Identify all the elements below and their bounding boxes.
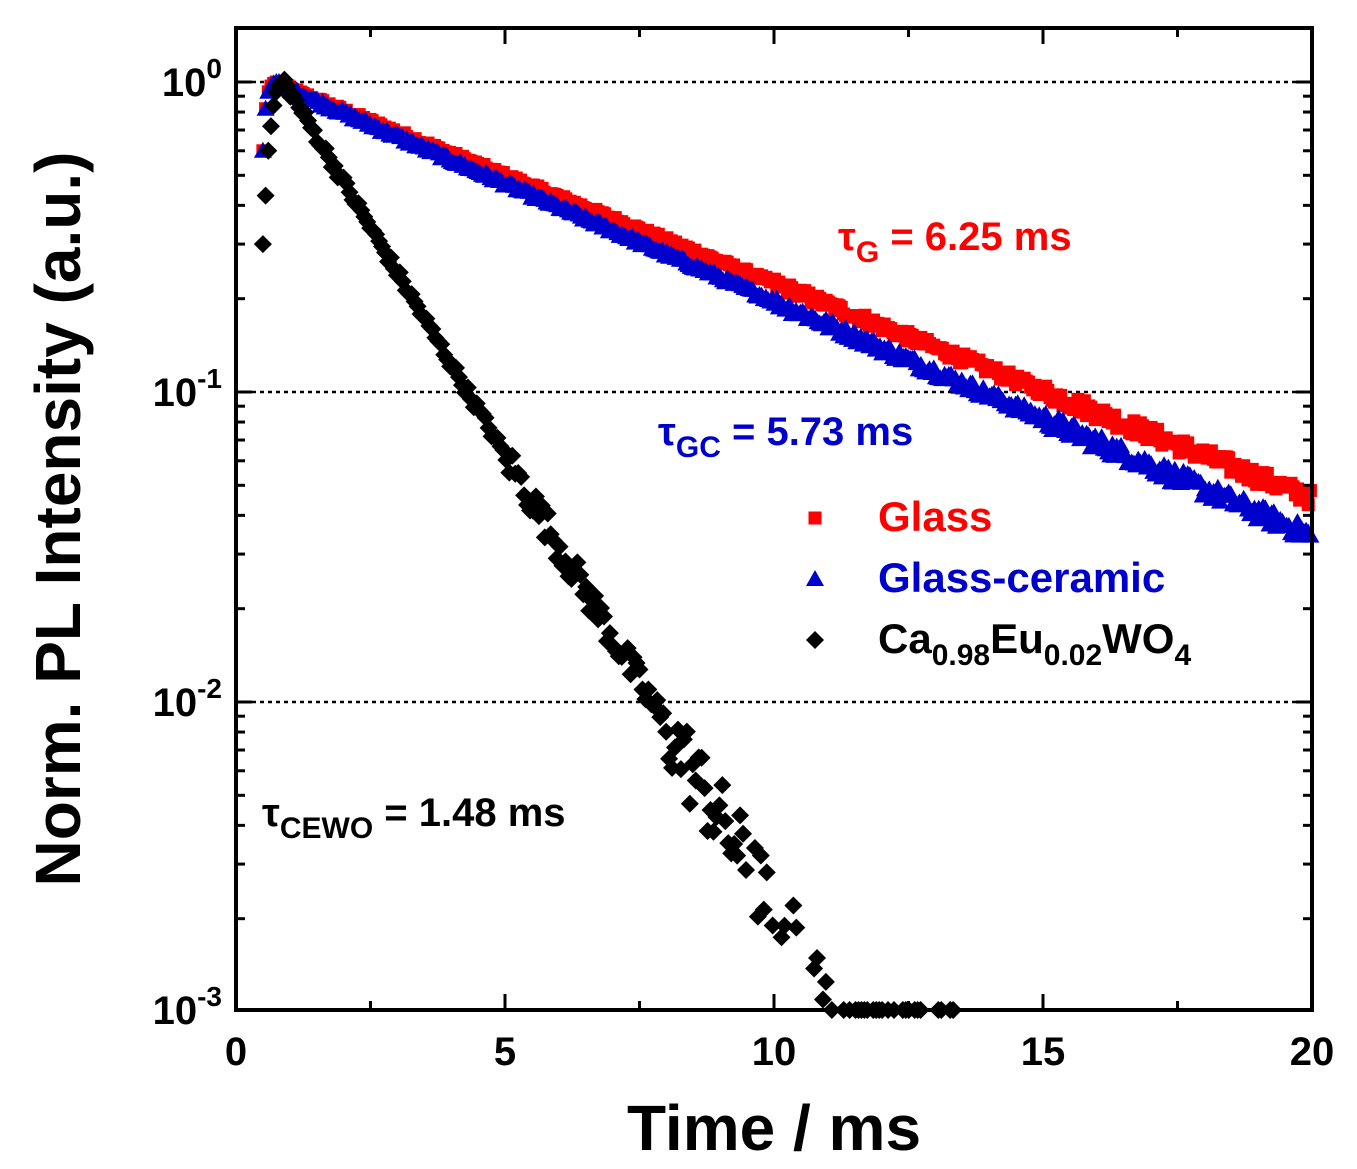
data-point-cewo — [654, 704, 673, 723]
data-point-cewo — [538, 504, 557, 523]
data-point-cewo — [692, 748, 711, 767]
legend: Glass Glass-ceramic Ca0.98Eu0.02WO4 — [806, 493, 1191, 672]
data-point-cewo — [806, 631, 824, 649]
y-tick-label: 10-2 — [153, 673, 222, 725]
data-point-cewo — [713, 776, 732, 795]
plot-frame — [234, 26, 1314, 1012]
data-point-cewo — [710, 796, 729, 815]
legend-label: Glass — [878, 493, 992, 540]
plot-border — [234, 26, 1314, 1012]
data-point-cewo — [763, 916, 782, 935]
annotation-tau-g: τG = 6.25 ms — [838, 215, 1072, 269]
data-point-cewo — [259, 141, 278, 160]
axis-ticks: 0 5 10 15 20 100 10-1 10-2 10-3 — [153, 28, 1335, 1074]
data-point-cewo — [731, 806, 750, 825]
data-point-cewo — [677, 722, 696, 741]
data-point-cewo — [648, 691, 667, 710]
legend-item: Ca0.98Eu0.02WO4 — [806, 615, 1191, 672]
data-point-cewo — [737, 861, 756, 880]
data-point-cewo — [299, 111, 318, 130]
legend-item: Glass-ceramic — [806, 554, 1165, 601]
data-point-cewo — [784, 896, 803, 915]
legend-label: Glass-ceramic — [878, 554, 1165, 601]
data-point-cewo — [512, 467, 531, 486]
data-point-cewo — [775, 916, 794, 935]
data-point-cewo — [639, 680, 658, 699]
data-point-glass-ceramic — [1053, 411, 1072, 428]
annotation-tau-gc: τGC = 5.73 ms — [658, 410, 913, 464]
data-point-glass — [1108, 408, 1122, 422]
data-point-glass — [1260, 466, 1274, 480]
annotation-tau-cewo: τCEWO = 1.48 ms — [262, 791, 566, 845]
data-point-glass-ceramic — [1060, 426, 1079, 443]
data-point-cewo — [253, 235, 272, 254]
y-tick-label: 10-3 — [153, 981, 222, 1033]
legend-item: Glass — [808, 493, 992, 540]
data-point-cewo — [594, 607, 613, 626]
x-tick-label: 15 — [1021, 1030, 1066, 1074]
data-point-cewo — [261, 117, 280, 136]
data-point-cewo — [757, 863, 776, 882]
data-point-cewo — [630, 660, 649, 679]
data-point-cewo — [264, 96, 283, 115]
data-point-cewo — [680, 794, 699, 813]
data-point-cewo — [695, 779, 714, 798]
data-point-cewo — [503, 446, 522, 465]
lifetime-annotations: τG = 6.25 ms τGC = 5.73 ms τCEWO = 1.48 ms — [262, 215, 1072, 845]
data-point-cewo — [256, 186, 275, 205]
data-point-cewo — [813, 990, 832, 1009]
x-tick-label: 0 — [225, 1030, 247, 1074]
y-axis-title: Norm. PL Intensity (a.u.) — [22, 152, 94, 887]
data-point-cewo — [754, 900, 773, 919]
data-point-cewo — [571, 565, 590, 584]
data-point-glass-ceramic — [1092, 428, 1111, 445]
x-axis-title: Time / ms — [627, 1092, 921, 1164]
data-point-cewo — [728, 846, 747, 865]
y-tick-label: 100 — [162, 53, 222, 105]
data-point-glass — [808, 511, 822, 525]
x-tick-label: 5 — [494, 1030, 516, 1074]
data-point-cewo — [600, 624, 619, 643]
data-point-cewo — [586, 586, 605, 605]
data-point-cewo — [734, 824, 753, 843]
data-point-glass-ceramic — [256, 99, 275, 116]
series-glass-ceramic — [253, 73, 1320, 543]
data-point-glass-ceramic — [806, 570, 824, 586]
data-point-cewo — [550, 537, 569, 556]
x-tick-label: 10 — [752, 1030, 797, 1074]
grid-lines — [236, 80, 1312, 704]
data-point-cewo — [716, 812, 735, 831]
data-point-cewo — [816, 972, 835, 991]
data-point-cewo — [704, 822, 723, 841]
legend-label: Ca0.98Eu0.02WO4 — [878, 615, 1191, 672]
data-series — [253, 70, 1320, 1019]
data-point-cewo — [751, 846, 770, 865]
data-point-cewo — [808, 948, 827, 967]
data-point-cewo — [657, 722, 676, 741]
data-point-cewo — [568, 553, 587, 572]
data-point-glass-ceramic — [1036, 404, 1055, 421]
data-point-cewo — [787, 918, 806, 937]
y-tick-label: 10-1 — [153, 363, 222, 415]
x-tick-label: 20 — [1290, 1030, 1335, 1074]
